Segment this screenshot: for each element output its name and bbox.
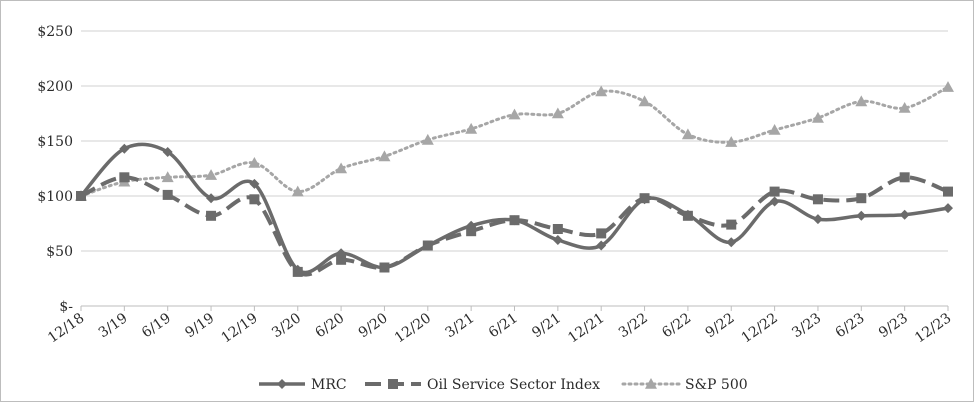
data-point-mrc bbox=[812, 214, 823, 225]
data-point-oil-service-sector-index bbox=[119, 172, 130, 183]
y-tick-label: $250 bbox=[37, 24, 73, 40]
data-point-mrc bbox=[552, 235, 563, 245]
data-point-mrc bbox=[639, 194, 650, 205]
data-point-s-p-500 bbox=[681, 128, 694, 140]
y-tick-label: $50 bbox=[46, 244, 73, 260]
data-point-s-p-500 bbox=[855, 95, 868, 107]
legend-marker bbox=[388, 379, 398, 389]
data-point-s-p-500 bbox=[291, 185, 304, 197]
data-point-s-p-500 bbox=[768, 124, 781, 135]
legend-item-mrc: MRC bbox=[259, 377, 347, 393]
legend-label: Oil Service Sector Index bbox=[427, 377, 600, 393]
x-tick-label: 9/21 bbox=[529, 310, 564, 341]
data-point-mrc bbox=[76, 191, 86, 201]
legend-item-s-p-500: S&P 500 bbox=[621, 377, 748, 393]
data-point-oil-service-sector-index bbox=[726, 219, 737, 230]
legend-marker bbox=[277, 379, 287, 389]
data-point-oil-service-sector-index bbox=[336, 254, 347, 265]
series-line-oil-service-sector-index bbox=[80, 175, 949, 277]
data-point-s-p-500 bbox=[811, 111, 824, 123]
data-point-s-p-500 bbox=[508, 108, 521, 120]
series-lines bbox=[75, 81, 954, 277]
legend-item-oil-service-sector-index: Oil Service Sector Index bbox=[365, 377, 600, 393]
x-tick-label: 9/20 bbox=[356, 310, 391, 341]
data-point-mrc bbox=[682, 209, 693, 220]
legend: MRC Oil Service Sector Index S&P 500 bbox=[259, 377, 748, 393]
x-tick-label: 9/19 bbox=[182, 310, 217, 341]
data-point-mrc bbox=[162, 147, 173, 157]
gridlines bbox=[81, 30, 948, 307]
data-point-mrc bbox=[596, 240, 607, 251]
y-tick-label: $200 bbox=[37, 79, 73, 95]
y-tick-label: $150 bbox=[37, 134, 73, 150]
data-point-mrc bbox=[336, 248, 347, 259]
data-point-mrc bbox=[249, 178, 260, 189]
data-point-s-p-500 bbox=[421, 133, 434, 145]
y-tick-label: $100 bbox=[37, 189, 73, 205]
data-point-s-p-500 bbox=[898, 102, 911, 113]
x-tick-label: 6/19 bbox=[139, 310, 174, 341]
data-point-mrc bbox=[509, 215, 520, 226]
data-point-mrc bbox=[769, 196, 780, 207]
data-point-oil-service-sector-index bbox=[943, 186, 953, 197]
data-point-s-p-500 bbox=[551, 107, 564, 119]
data-point-s-p-500 bbox=[725, 136, 738, 147]
data-point-s-p-500 bbox=[205, 169, 218, 180]
x-tick-label: 12/21 bbox=[565, 310, 607, 346]
data-point-mrc bbox=[379, 262, 390, 273]
data-point-s-p-500 bbox=[595, 85, 608, 97]
data-point-s-p-500 bbox=[638, 95, 651, 107]
data-point-mrc bbox=[119, 143, 130, 154]
x-tick-label: 9/22 bbox=[703, 310, 738, 341]
x-tick-label: 6/22 bbox=[659, 310, 694, 341]
data-point-mrc bbox=[726, 237, 737, 248]
data-point-oil-service-sector-index bbox=[162, 189, 173, 200]
data-point-s-p-500 bbox=[161, 171, 174, 183]
data-point-mrc bbox=[292, 264, 303, 275]
data-point-oil-service-sector-index bbox=[812, 194, 823, 205]
x-tick-label: 3/21 bbox=[443, 310, 478, 341]
data-point-s-p-500 bbox=[378, 150, 391, 162]
series-line-mrc bbox=[79, 142, 949, 275]
x-tick-label: 12/20 bbox=[392, 310, 434, 346]
data-point-oil-service-sector-index bbox=[552, 224, 563, 234]
x-tick-label: 6/20 bbox=[312, 310, 347, 341]
data-point-mrc bbox=[899, 209, 910, 220]
data-point-s-p-500 bbox=[335, 162, 348, 174]
data-point-mrc bbox=[466, 220, 477, 231]
data-point-oil-service-sector-index bbox=[856, 193, 867, 204]
x-tick-label: 12/18 bbox=[45, 310, 87, 346]
data-point-oil-service-sector-index bbox=[206, 210, 217, 221]
x-tick-label: 3/20 bbox=[269, 310, 304, 341]
data-point-s-p-500 bbox=[942, 81, 954, 92]
x-tick-label: 12/23 bbox=[912, 310, 954, 346]
data-point-mrc bbox=[856, 210, 867, 221]
data-point-oil-service-sector-index bbox=[769, 186, 780, 197]
x-tick-label: 6/23 bbox=[833, 310, 868, 341]
data-point-oil-service-sector-index bbox=[596, 228, 607, 239]
x-tick-label: 3/19 bbox=[96, 310, 131, 341]
x-tick-label: 12/19 bbox=[218, 310, 260, 346]
x-tick-label: 3/22 bbox=[616, 310, 651, 341]
data-point-mrc bbox=[943, 203, 953, 214]
x-tick-label: 12/22 bbox=[739, 310, 781, 346]
x-tick-label: 3/23 bbox=[789, 310, 824, 341]
y-tick-label: $- bbox=[59, 299, 73, 315]
data-point-mrc bbox=[206, 193, 217, 204]
legend-marker bbox=[645, 378, 657, 389]
data-point-oil-service-sector-index bbox=[466, 226, 477, 237]
x-tick-label: 9/23 bbox=[876, 310, 911, 341]
data-point-oil-service-sector-index bbox=[899, 172, 910, 183]
legend-label: S&P 500 bbox=[685, 377, 748, 393]
legend-label: MRC bbox=[311, 377, 347, 393]
data-point-s-p-500 bbox=[248, 157, 261, 168]
data-point-mrc bbox=[422, 240, 433, 251]
x-tick-label: 6/21 bbox=[486, 310, 521, 341]
data-point-oil-service-sector-index bbox=[249, 194, 260, 205]
data-point-s-p-500 bbox=[465, 122, 478, 134]
